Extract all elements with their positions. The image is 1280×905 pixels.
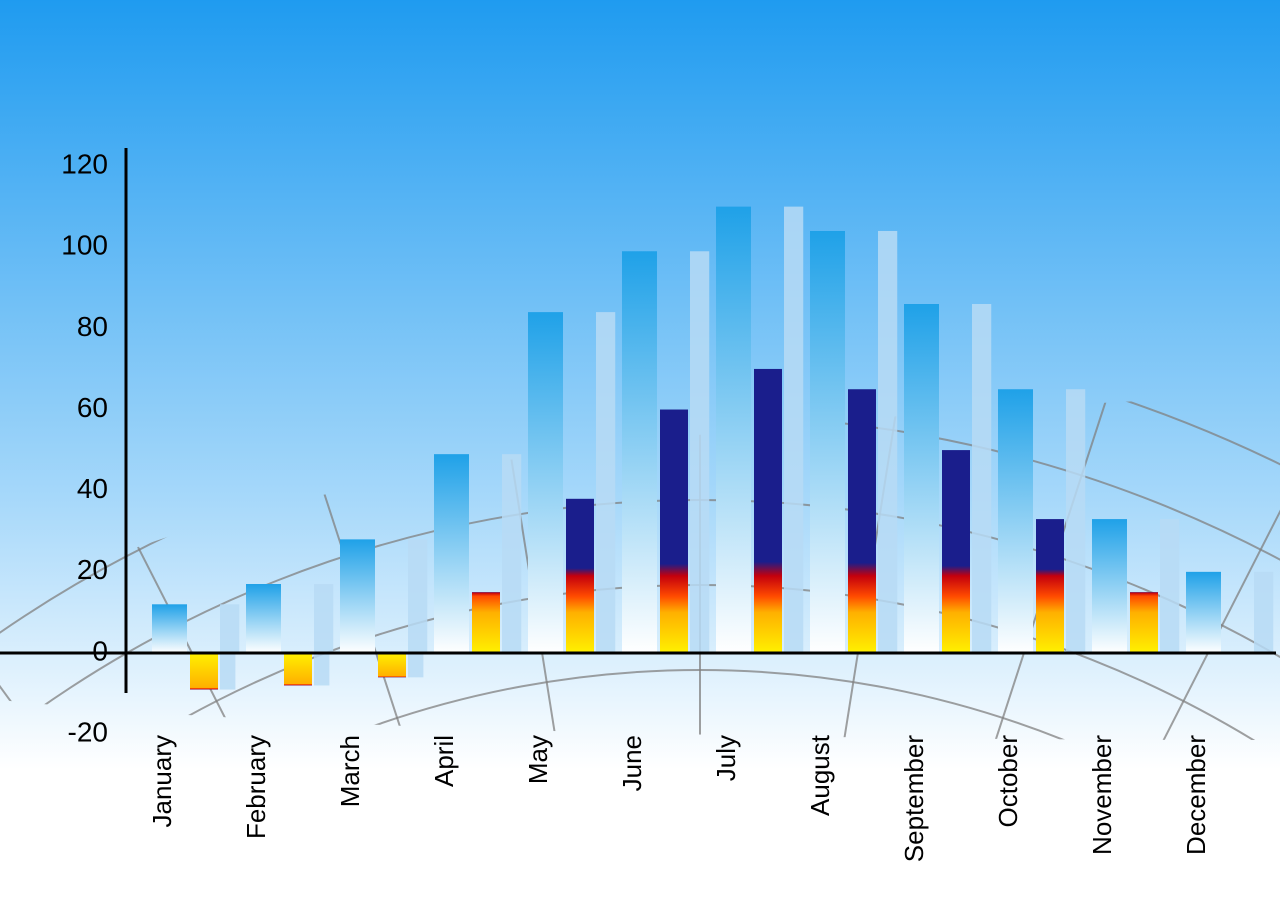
primary-bar [528, 312, 563, 653]
primary-bar-shadow [314, 584, 333, 653]
primary-bar [998, 389, 1033, 653]
secondary-bar-shadow [408, 653, 423, 677]
y-tick-label: 80 [77, 311, 108, 342]
x-tick-label-group: October [993, 735, 1023, 828]
secondary-bar [754, 369, 782, 653]
secondary-bar [1130, 592, 1158, 653]
x-tick-label-group: February [241, 735, 271, 839]
x-tick-label: December [1181, 735, 1211, 855]
x-tick-label-group: September [899, 735, 929, 863]
y-tick-label: 120 [61, 148, 108, 179]
y-tick-label: 60 [77, 392, 108, 423]
x-tick-label-group: March [335, 735, 365, 807]
secondary-bar [472, 592, 500, 653]
primary-bar [434, 454, 469, 653]
primary-bar [340, 539, 375, 653]
primary-bar [1092, 519, 1127, 653]
primary-bar [904, 304, 939, 653]
x-tick-label: May [523, 735, 553, 784]
primary-bar [622, 251, 657, 653]
x-tick-label: July [711, 735, 741, 781]
x-tick-label: April [429, 735, 459, 787]
primary-bar-shadow [408, 539, 427, 653]
secondary-bar [660, 410, 688, 653]
secondary-bar [378, 653, 406, 677]
secondary-bar-shadow [220, 653, 235, 690]
primary-bar [1186, 572, 1221, 653]
x-tick-label-group: April [429, 735, 459, 787]
x-tick-label-group: January [147, 735, 177, 828]
x-tick-label: March [335, 735, 365, 807]
x-tick-label-group: June [617, 735, 647, 791]
secondary-bar [190, 653, 218, 690]
primary-bar [810, 231, 845, 653]
secondary-bar [942, 450, 970, 653]
x-tick-label-group: August [805, 734, 835, 816]
secondary-bar-shadow [314, 653, 329, 685]
x-tick-label: February [241, 735, 271, 839]
x-tick-label-group: November [1087, 735, 1117, 855]
x-tick-label: June [617, 735, 647, 791]
secondary-bar [848, 389, 876, 653]
y-tick-label: 0 [92, 635, 108, 666]
primary-bar-shadow [1254, 572, 1273, 653]
y-tick-label: 40 [77, 473, 108, 504]
primary-bar [716, 207, 751, 653]
x-tick-label: September [899, 735, 929, 863]
y-tick-label: 20 [77, 554, 108, 585]
x-tick-label-group: May [523, 735, 553, 784]
x-tick-label-group: July [711, 735, 741, 781]
secondary-bar [284, 653, 312, 685]
x-tick-label: October [993, 735, 1023, 828]
y-tick-label: 100 [61, 230, 108, 261]
x-tick-label: August [805, 734, 835, 816]
primary-bar-shadow [220, 604, 239, 653]
secondary-bar [566, 499, 594, 653]
monthly-bar-chart: -20 0 20 40 60 80 100 120 January February March A… [0, 0, 1280, 905]
x-tick-label: November [1087, 735, 1117, 855]
chart-stage: -20 0 20 40 60 80 100 120 January February March A… [0, 0, 1280, 905]
secondary-bar [1036, 519, 1064, 653]
x-tick-label-group: December [1181, 735, 1211, 855]
y-tick-label: -20 [68, 717, 108, 748]
primary-bar [246, 584, 281, 653]
x-tick-label: January [147, 735, 177, 828]
primary-bar [152, 604, 187, 653]
